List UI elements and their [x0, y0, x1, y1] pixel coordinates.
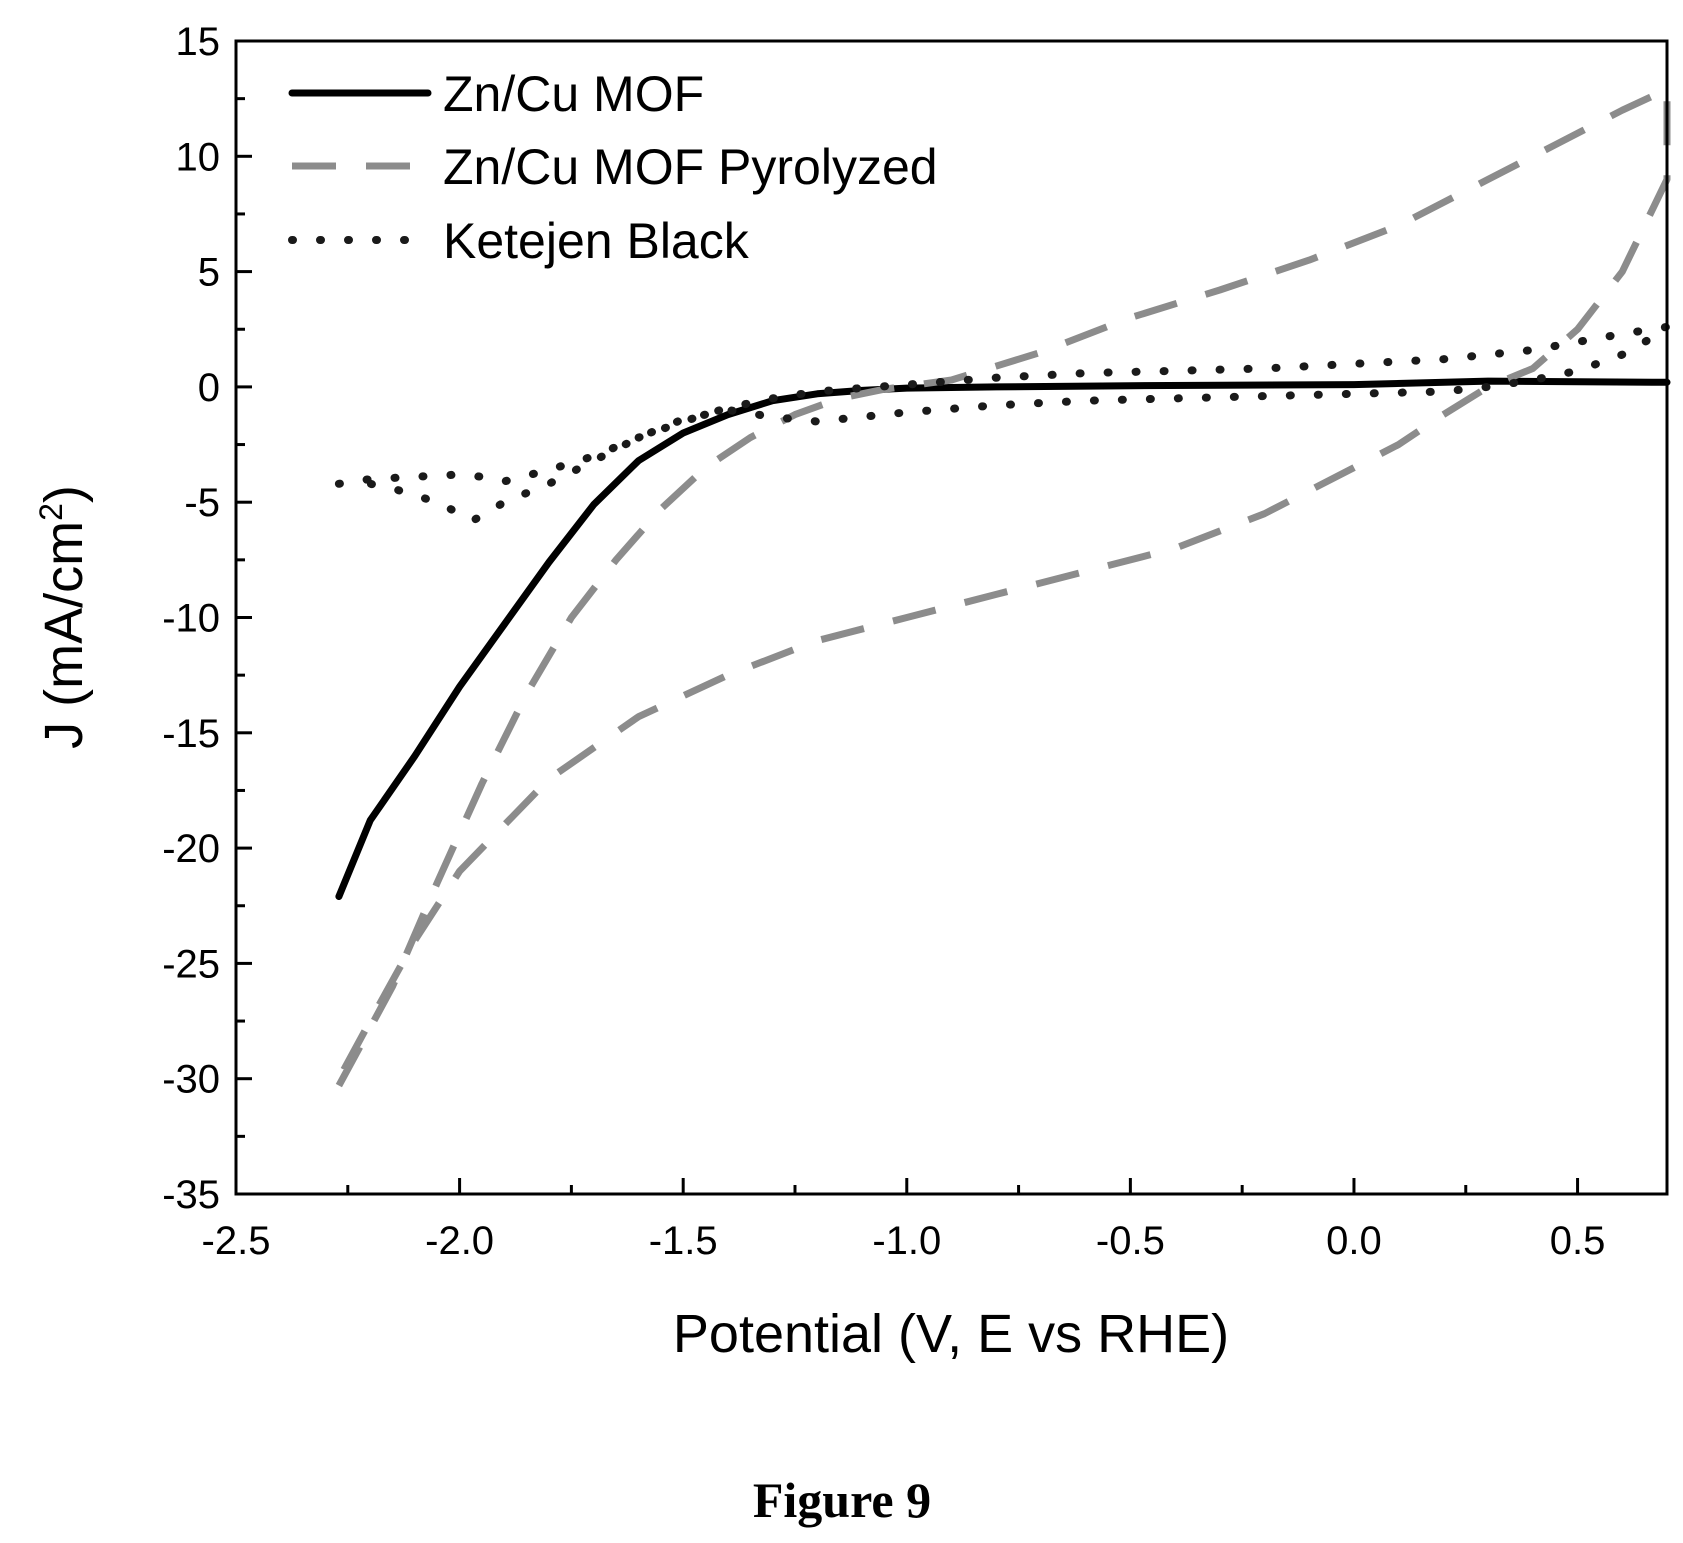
y-tick-label: -35 — [162, 1173, 220, 1217]
x-tick-label: -0.5 — [1096, 1219, 1165, 1263]
legend-label-zn-cu-mof-pyrolyzed: Zn/Cu MOF Pyrolyzed — [443, 139, 938, 195]
y-tick-label: 15 — [176, 20, 221, 64]
x-tick-label: -1.0 — [872, 1219, 941, 1263]
legend-label-zn-cu-mof: Zn/Cu MOF — [443, 66, 704, 122]
x-tick-label: 0.5 — [1550, 1219, 1606, 1263]
figure-caption: Figure 9 — [753, 1472, 931, 1528]
series-layer — [334, 85, 1671, 1088]
x-tick-label: -2.0 — [425, 1219, 494, 1263]
ticks-layer: -2.5 -2.0 -1.5 -1.0 -0.5 0.0 0.5 15 10 5 0 -5 -10 -15… — [162, 20, 1605, 1263]
x-axis-label: Potential (V, E vs RHE) — [673, 1304, 1229, 1364]
y-tick-label: 10 — [176, 135, 221, 179]
y-tick-label: 0 — [198, 366, 220, 410]
y-tick-label: -30 — [162, 1058, 220, 1102]
series-line-zn-cu-mof — [335, 377, 1671, 900]
y-tick-label: -20 — [162, 827, 220, 871]
y-tick-label: -15 — [162, 712, 220, 756]
legend-label-ketejen-black: Ketejen Black — [443, 213, 750, 269]
x-tick-label: -2.5 — [202, 1219, 271, 1263]
series-line-zn-cu-mof-pyrolyzed — [335, 85, 1671, 1088]
y-axis-label-superscript: 2 — [33, 503, 69, 521]
y-tick-label: 5 — [198, 251, 220, 295]
legend: Zn/Cu MOF Zn/Cu MOF Pyrolyzed Ketejen Bl… — [288, 66, 938, 269]
y-tick-label: -10 — [162, 597, 220, 641]
y-tick-label: -5 — [184, 481, 220, 525]
series-line-ketejen-black — [334, 322, 1671, 525]
x-tick-label: 0.0 — [1326, 1219, 1382, 1263]
y-axis-label-end: ) — [34, 485, 94, 503]
y-axis-label: J (mA/cm2) — [33, 485, 94, 749]
y-axis-label-main: J (mA/cm — [34, 521, 94, 749]
x-tick-label: -1.5 — [649, 1219, 718, 1263]
plot-frame — [234, 39, 1669, 1196]
y-tick-label: -25 — [162, 942, 220, 986]
